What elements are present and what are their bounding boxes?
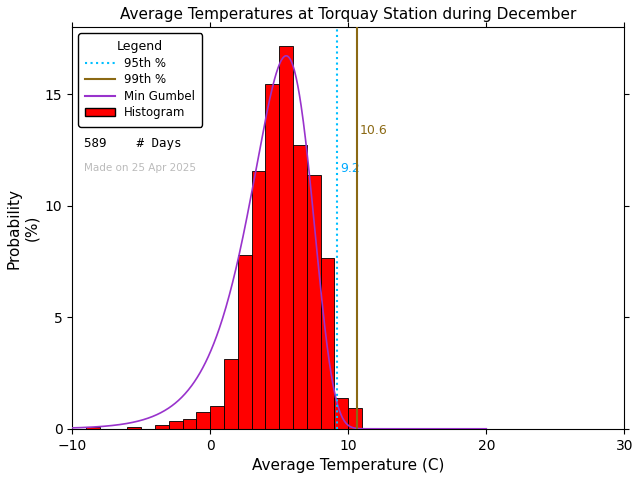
Bar [266, 84, 279, 429]
Y-axis label: Probability
(%): Probability (%) [7, 188, 39, 268]
Title: Average Temperatures at Torquay Station during December: Average Temperatures at Torquay Station … [120, 7, 577, 22]
Bar [182, 420, 196, 429]
Bar [335, 398, 348, 429]
Bar [238, 254, 252, 429]
Text: 589    # Days: 589 # Days [84, 137, 182, 150]
Bar [169, 421, 182, 429]
Bar [252, 171, 266, 429]
Bar [127, 427, 141, 429]
Legend: 95th %, 99th %, Min Gumbel, Histogram: 95th %, 99th %, Min Gumbel, Histogram [78, 33, 202, 127]
Text: 10.6: 10.6 [360, 124, 388, 137]
Bar [293, 145, 307, 429]
Text: Made on 25 Apr 2025: Made on 25 Apr 2025 [84, 163, 196, 173]
Bar [86, 427, 100, 429]
Bar [224, 359, 238, 429]
Bar [321, 258, 335, 429]
Bar [196, 412, 211, 429]
Bar [307, 175, 321, 429]
X-axis label: Average Temperature (C): Average Temperature (C) [252, 458, 444, 473]
Bar [348, 408, 362, 429]
Bar [155, 425, 169, 429]
Bar [211, 406, 224, 429]
Bar [279, 46, 293, 429]
Text: 9.2: 9.2 [340, 162, 360, 175]
